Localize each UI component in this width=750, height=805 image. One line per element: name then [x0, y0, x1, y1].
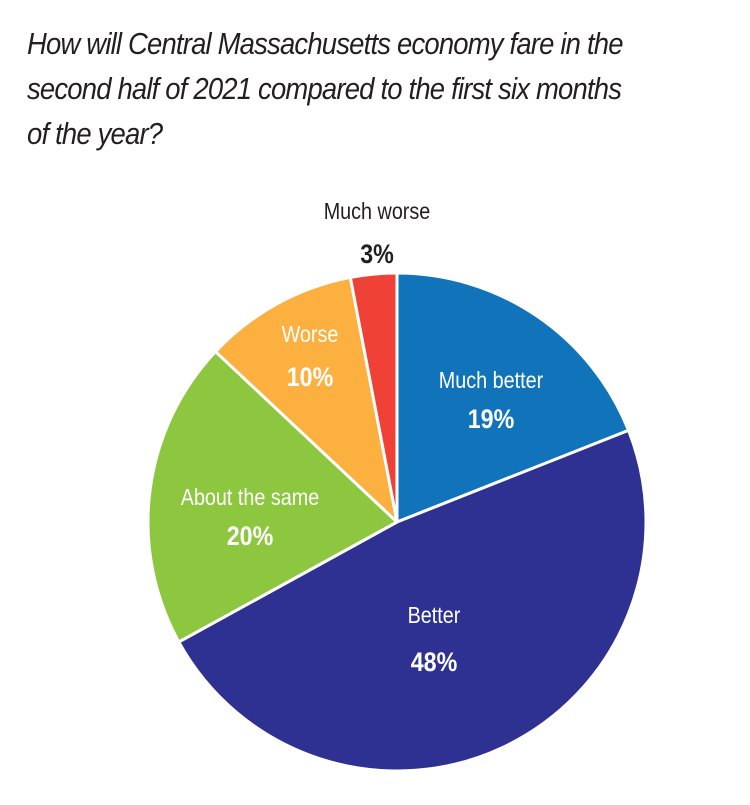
pie-labels: Much better 19% Better 48% About the same 20%… — [181, 199, 543, 678]
slice-value-label: 19% — [468, 404, 514, 434]
pie-slice-better — [177, 428, 648, 773]
slice-label: Better — [408, 603, 461, 629]
pie-slice-about-the-same — [146, 350, 399, 644]
pie-slice-much-better — [395, 271, 631, 524]
slice-value-label: 3% — [360, 239, 394, 269]
pie-slice-worse — [213, 275, 399, 524]
slice-label: Much better — [439, 368, 543, 394]
slice-label: Worse — [282, 322, 339, 348]
slice-label: About the same — [181, 485, 319, 511]
pie-slice-much-worse — [348, 271, 399, 524]
chart-title-line: second half of 2021 compared to the firs… — [27, 72, 622, 106]
pie-slices — [146, 271, 648, 773]
slice-label: Much worse — [324, 199, 431, 225]
slice-value-label: 20% — [227, 521, 273, 551]
chart-title-line: of the year? — [27, 117, 163, 151]
slice-value-label: 48% — [411, 647, 457, 677]
chart-title-line: How will Central Massachusetts economy f… — [27, 27, 624, 61]
chart-title: How will Central Massachusetts economy f… — [27, 22, 738, 157]
slice-value-label: 10% — [287, 362, 333, 392]
